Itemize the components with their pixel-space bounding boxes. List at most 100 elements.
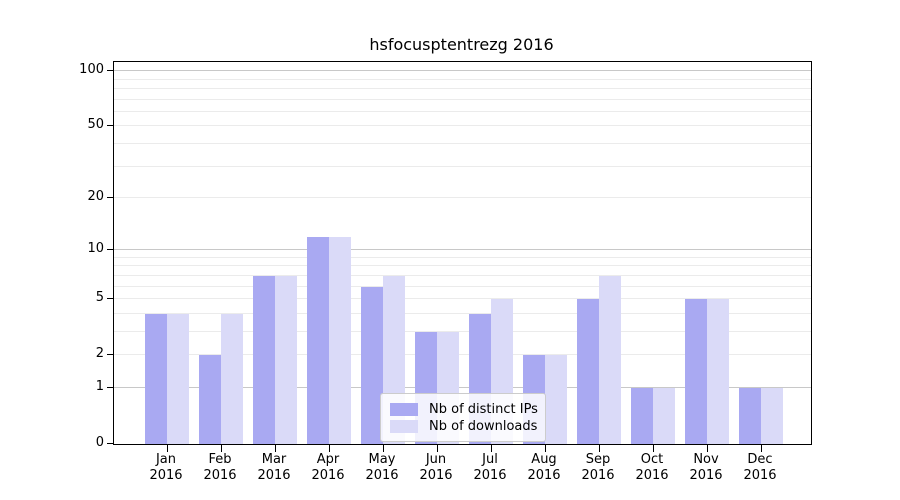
x-tick-label-year: 2016 — [257, 468, 291, 483]
x-tick-label-month: Jul — [482, 452, 498, 467]
x-axis-tick-labels: Jan 2016 Feb 2016 Mar 2016 Apr 2016 May 2016 Jun 20… — [113, 452, 810, 492]
x-tickmark — [707, 445, 708, 452]
bar-distinct-ips-dec — [739, 388, 761, 444]
x-tick-label-year: 2016 — [203, 468, 237, 483]
y-tickmark — [107, 443, 114, 444]
y-tickmark — [107, 125, 114, 127]
x-tick-label: Feb 2016 — [190, 452, 250, 484]
x-tick-label-month: Jan — [155, 452, 177, 467]
x-tickmark — [599, 445, 600, 452]
x-tick-label-year: 2016 — [419, 468, 453, 483]
gridline-minor — [114, 78, 811, 80]
x-tick-label-month: Dec — [747, 452, 773, 467]
x-tickmark — [383, 445, 384, 452]
x-tick-label-month: Feb — [208, 452, 232, 467]
x-tick-label: Dec 2016 — [730, 452, 790, 484]
y-tick-label: 100 — [79, 62, 104, 78]
bar-distinct-ips-feb — [199, 355, 221, 444]
x-tickmark — [221, 445, 222, 452]
gridline-minor — [114, 256, 811, 258]
x-tick-label-month: Sep — [585, 452, 611, 467]
y-tickmark — [107, 249, 114, 251]
y-tick-label: 10 — [87, 241, 104, 257]
x-tick-label: May 2016 — [352, 452, 412, 484]
x-tickmark — [329, 445, 330, 452]
gridline-minor — [114, 285, 811, 287]
gridline-minor — [114, 274, 811, 276]
bar-distinct-ips-may — [361, 286, 383, 444]
x-tickmark — [167, 445, 168, 452]
y-tickmark — [107, 387, 114, 388]
gridline-minor — [114, 312, 811, 314]
x-tick-label-month: Mar — [261, 452, 287, 467]
gridline-decade — [114, 249, 811, 251]
x-tick-label-month: May — [368, 452, 396, 467]
legend-label-distinct-ips: Nb of distinct IPs — [429, 401, 538, 417]
x-tick-label-month: Nov — [693, 452, 719, 467]
x-tickmark — [437, 445, 438, 452]
y-tick-label: 20 — [87, 188, 104, 204]
gridline-minor — [114, 197, 811, 198]
x-tick-label: Jun 2016 — [406, 452, 466, 484]
x-tick-label-year: 2016 — [743, 468, 777, 483]
gridline-minor — [114, 87, 811, 89]
x-tick-label: Jan 2016 — [136, 452, 196, 484]
x-tick-label-year: 2016 — [473, 468, 507, 483]
gridline-minor — [114, 298, 811, 300]
y-tickmark — [107, 70, 114, 72]
bar-downloads-oct — [653, 388, 675, 444]
y-tick-label: 0 — [95, 435, 104, 450]
x-tickmark — [491, 445, 492, 452]
y-tick-label: 50 — [87, 117, 104, 133]
y-tick-label: 5 — [95, 290, 104, 306]
x-tick-label: Oct 2016 — [622, 452, 682, 484]
bar-downloads-nov — [707, 299, 729, 444]
x-tickmark — [275, 445, 276, 452]
x-tick-label-month: Apr — [316, 452, 340, 467]
x-tick-label: Aug 2016 — [514, 452, 574, 484]
gridline-minor — [114, 110, 811, 112]
gridline-minor — [114, 142, 811, 144]
y-tickmark — [107, 354, 114, 356]
x-tick-label-year: 2016 — [311, 468, 345, 483]
x-tick-label-year: 2016 — [527, 468, 561, 483]
gridline-decade — [114, 387, 811, 388]
x-tick-label: Sep 2016 — [568, 452, 628, 484]
x-tick-label-month: Oct — [640, 452, 664, 467]
legend: Nb of distinct IPs Nb of downloads — [380, 393, 546, 442]
bar-distinct-ips-sep — [577, 299, 599, 444]
x-tick-label-month: Jun — [425, 452, 447, 467]
legend-swatch-distinct-ips — [390, 402, 418, 416]
gridline-minor — [114, 125, 811, 127]
x-tick-label-year: 2016 — [635, 468, 669, 483]
bar-downloads-jan — [167, 313, 189, 444]
gridline-minor — [114, 354, 811, 356]
bar-distinct-ips-mar — [253, 275, 275, 444]
bar-distinct-ips-nov — [685, 299, 707, 444]
bar-downloads-mar — [275, 275, 297, 444]
x-tick-label: Apr 2016 — [298, 452, 358, 484]
x-tick-label-year: 2016 — [689, 468, 723, 483]
legend-entry-downloads: Nb of downloads — [390, 418, 538, 434]
x-tick-label-year: 2016 — [365, 468, 399, 483]
gridline-minor — [114, 98, 811, 100]
x-tick-label: Jul 2016 — [460, 452, 520, 484]
bar-downloads-dec — [761, 388, 783, 444]
legend-entry-distinct-ips: Nb of distinct IPs — [390, 401, 538, 417]
x-tick-label-month: Aug — [531, 452, 557, 467]
x-tickmark — [653, 445, 654, 452]
x-tick-label: Nov 2016 — [676, 452, 736, 484]
bar-distinct-ips-oct — [631, 388, 653, 444]
legend-label-downloads: Nb of downloads — [429, 418, 538, 434]
bar-downloads-sep — [599, 275, 621, 444]
chart-title: hsfocusptentrezg 2016 — [369, 35, 554, 54]
y-tickmark — [107, 298, 114, 300]
x-tick-label-year: 2016 — [149, 468, 183, 483]
y-axis-tick-labels: 0 1 2 5 10 20 50 100 — [0, 61, 104, 450]
x-tick-label-year: 2016 — [581, 468, 615, 483]
gridline-minor — [114, 330, 811, 332]
x-tick-label: Mar 2016 — [244, 452, 304, 484]
bar-downloads-apr — [329, 236, 351, 444]
bar-distinct-ips-apr — [307, 236, 329, 444]
